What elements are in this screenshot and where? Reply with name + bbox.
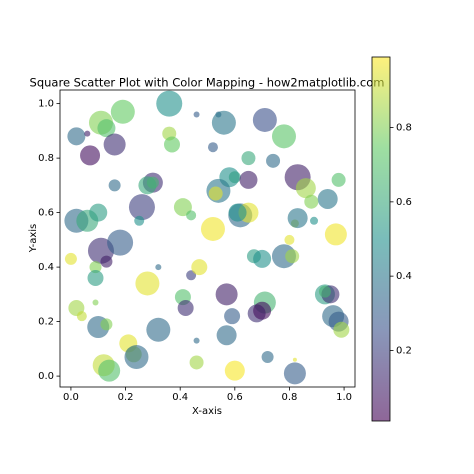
scatter-point (186, 210, 197, 221)
x-tick-label: 0.0 (63, 392, 79, 403)
scatter-point (211, 110, 236, 135)
scatter-point (135, 271, 160, 296)
scatter-point (128, 194, 155, 221)
scatter-point (124, 345, 149, 370)
x-axis-label: X-axis (192, 406, 222, 417)
scatter-point (89, 203, 108, 222)
scatter-point (110, 99, 135, 124)
scatter-point (266, 153, 281, 168)
scatter-point (146, 176, 159, 189)
scatter-point (239, 170, 258, 189)
scatter-point (224, 360, 245, 381)
scatter-point (318, 285, 331, 298)
scatter-point (92, 299, 99, 306)
scatter-point (107, 229, 134, 256)
scatter-point (271, 124, 296, 149)
y-tick-label: 0.2 (38, 317, 54, 328)
scatter-point (292, 357, 297, 362)
scatter-point (331, 172, 346, 187)
scatter-point (224, 308, 241, 325)
scatter-point (317, 188, 338, 209)
scatter-point (193, 337, 200, 344)
scatter-point (287, 208, 308, 229)
scatter-point (173, 198, 192, 217)
y-axis-label: Y-axis (28, 224, 39, 254)
scatter-point (310, 216, 319, 225)
scatter-point (103, 133, 126, 156)
scatter-point (324, 223, 347, 246)
scatter-point (191, 259, 208, 276)
y-tick-label: 0.6 (38, 208, 54, 219)
scatter-point (64, 252, 77, 265)
scatter-point (283, 362, 306, 385)
scatter-point (200, 216, 225, 241)
scatter-point (87, 270, 104, 287)
scatter-point (134, 215, 145, 226)
colorbar-tick-label: 0.6 (396, 197, 412, 208)
scatter-point (228, 203, 247, 222)
x-tick-label: 0.4 (172, 392, 188, 403)
scatter-point (216, 325, 237, 346)
scatter-point (189, 355, 204, 370)
scatter-point (252, 107, 277, 132)
scatter-point (155, 264, 162, 271)
scatter-point (84, 130, 91, 137)
scatter-point (89, 261, 102, 274)
scatter-point (80, 145, 101, 166)
colorbar-tick-label: 0.2 (396, 345, 412, 356)
y-tick-label: 0.0 (38, 371, 54, 382)
scatter-point (156, 90, 183, 117)
x-tick-label: 0.6 (227, 392, 243, 403)
y-tick-label: 0.4 (38, 262, 54, 273)
scatter-point (207, 142, 218, 153)
colorbar-frame (371, 56, 391, 422)
x-tick-label: 0.8 (281, 392, 297, 403)
scatter-point (304, 194, 319, 209)
plot-frame (59, 89, 356, 388)
x-tick-label: 1.0 (336, 392, 352, 403)
scatter-point (163, 136, 180, 153)
colorbar-tick-label: 0.4 (396, 271, 412, 282)
scatter-point (100, 255, 113, 268)
scatter-point (208, 186, 223, 201)
scatter-point (193, 111, 200, 118)
scatter-point (333, 321, 350, 338)
x-tick-label: 0.2 (118, 392, 134, 403)
scatter-point (98, 359, 121, 382)
scatter-point (285, 249, 300, 264)
scatter-point (97, 119, 116, 138)
scatter-point (146, 317, 171, 342)
scatter-point (186, 270, 197, 281)
chart-title: Square Scatter Plot with Color Mapping -… (30, 76, 385, 90)
scatter-point (228, 171, 241, 184)
y-tick-label: 1.0 (38, 99, 54, 110)
scatter-point (215, 283, 238, 306)
scatter-point (108, 179, 121, 192)
scatter-point (177, 299, 194, 316)
scatter-point (253, 249, 272, 268)
scatter-point (253, 301, 272, 320)
colorbar (372, 57, 390, 421)
colorbar-tick-label: 0.8 (396, 123, 412, 134)
scatter-point (76, 311, 87, 322)
scatter-point (100, 318, 113, 331)
scatter-point (284, 234, 295, 245)
scatter-point (295, 178, 316, 199)
scatter-point (67, 127, 86, 146)
y-tick-label: 0.8 (38, 153, 54, 164)
scatter-point (241, 151, 256, 166)
scatter-point (261, 351, 274, 364)
